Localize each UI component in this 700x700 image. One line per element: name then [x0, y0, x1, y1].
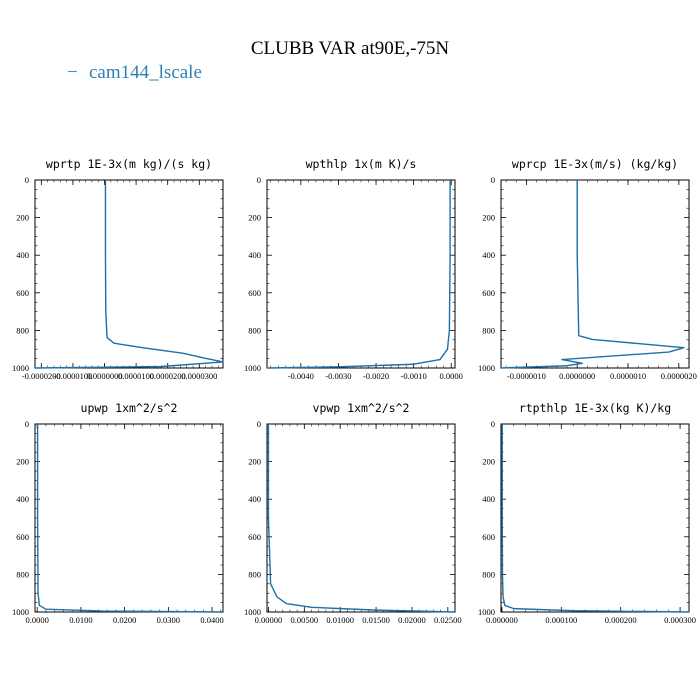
y-tick-label-wprcp: 800	[482, 325, 495, 335]
panel-title-wprtp: wprtp 1E-3x(m kg)/(s kg)	[46, 157, 212, 171]
x-tick-label-wprtp: -0.0000200	[22, 371, 61, 381]
y-tick-label-upwp: 400	[16, 494, 29, 504]
y-tick-label-upwp: 600	[16, 532, 29, 542]
plot-frame-vpwp	[266, 423, 456, 613]
legend-marker: −	[67, 62, 78, 83]
series-line-vpwp	[267, 424, 456, 613]
x-tick-label-vpwp: 0.02000	[398, 615, 426, 625]
y-tick-label-rtpthlp: 800	[482, 569, 495, 579]
y-tick-label-wprtp: 600	[16, 288, 29, 298]
y-tick-label-upwp: 1000	[12, 607, 29, 617]
y-tick-label-rtpthlp: 600	[482, 532, 495, 542]
y-tick-label-rtpthlp: 400	[482, 494, 495, 504]
x-tick-label-wprcp: 0.0000000	[559, 371, 595, 381]
x-tick-label-wpthlp: -0.0030	[325, 371, 351, 381]
x-tick-label-upwp: 0.0100	[69, 615, 92, 625]
y-tick-label-wprcp: 1000	[478, 363, 495, 373]
y-tick-label-wprtp: 200	[16, 213, 29, 223]
x-tick-label-wprtp: 0.0000300	[181, 371, 217, 381]
y-tick-label-rtpthlp: 1000	[478, 607, 495, 617]
panel-title-wpthlp: wpthlp 1x(m K)/s	[306, 157, 417, 171]
x-tick-label-upwp: 0.0200	[113, 615, 136, 625]
x-tick-label-wprtp: -0.0000100	[53, 371, 92, 381]
y-tick-label-wprtp: 400	[16, 250, 29, 260]
x-tick-label-wpthlp: -0.0010	[401, 371, 427, 381]
x-tick-label-wpthlp: 0.0000	[440, 371, 463, 381]
x-tick-label-wprtp: 0.0000000	[86, 371, 122, 381]
plot-frame-wpthlp	[266, 179, 456, 369]
y-tick-label-upwp: 800	[16, 569, 29, 579]
series-line-wpthlp	[266, 180, 451, 369]
panel-title-upwp: upwp 1xm^2/s^2	[81, 401, 178, 415]
series-line-rtpthlp	[501, 424, 690, 613]
y-tick-label-rtpthlp: 200	[482, 457, 495, 467]
x-tick-label-rtpthlp: 0.000100	[545, 615, 577, 625]
x-tick-label-vpwp: 0.01500	[362, 615, 390, 625]
y-tick-label-wpthlp: 1000	[244, 363, 261, 373]
y-tick-label-wpthlp: 200	[248, 213, 261, 223]
y-tick-label-upwp: 200	[16, 457, 29, 467]
y-tick-label-wpthlp: 400	[248, 250, 261, 260]
panel-wprcp: wprcp 1E-3x(m/s) (kg/kg) 0 200 400 600 800 100…	[478, 157, 697, 381]
x-tick-label-vpwp: 0.02500	[434, 615, 462, 625]
x-tick-label-wpthlp: -0.0020	[363, 371, 389, 381]
x-tick-label-vpwp: 0.00500	[291, 615, 319, 625]
y-tick-label-wpthlp: 800	[248, 325, 261, 335]
x-tick-label-wprcp: 0.0000010	[610, 371, 646, 381]
x-tick-label-vpwp: 0.01000	[326, 615, 354, 625]
y-tick-label-wprcp: 400	[482, 250, 495, 260]
series-line-upwp	[36, 424, 221, 613]
y-tick-label-wprtp: 800	[16, 325, 29, 335]
y-tick-label-upwp: 0	[25, 419, 29, 429]
y-tick-label-wprtp: 1000	[12, 363, 29, 373]
x-tick-label-wprcp: -0.0000010	[507, 371, 546, 381]
y-tick-label-rtpthlp: 0	[491, 419, 495, 429]
x-tick-label-rtpthlp: 0.000200	[605, 615, 637, 625]
y-tick-label-wpthlp: 600	[248, 288, 261, 298]
y-tick-label-wprcp: 200	[482, 213, 495, 223]
x-tick-label-rtpthlp: 0.000000	[486, 615, 518, 625]
y-tick-label-vpwp: 1000	[244, 607, 261, 617]
panels: wprtp 1E-3x(m kg)/(s kg) 0 200 400 600 800 100…	[12, 157, 697, 625]
y-tick-label-vpwp: 600	[248, 532, 261, 542]
x-tick-label-wprcp: 0.0000020	[661, 371, 697, 381]
y-tick-label-vpwp: 400	[248, 494, 261, 504]
x-tick-label-upwp: 0.0400	[200, 615, 223, 625]
panel-title-wprcp: wprcp 1E-3x(m/s) (kg/kg)	[512, 157, 678, 171]
x-tick-label-vpwp: 0.00000	[255, 615, 283, 625]
y-tick-label-vpwp: 0	[257, 419, 261, 429]
y-tick-label-wpthlp: 0	[257, 175, 261, 185]
plot-frame-wprtp	[34, 179, 224, 369]
x-tick-label-rtpthlp: 0.000300	[664, 615, 696, 625]
y-tick-label-wprtp: 0	[25, 175, 29, 185]
plot-frame-rtpthlp	[500, 423, 690, 613]
x-tick-label-wprtp: 0.0000200	[150, 371, 186, 381]
y-tick-label-wprcp: 0	[491, 175, 495, 185]
y-tick-label-wprcp: 600	[482, 288, 495, 298]
y-tick-label-vpwp: 800	[248, 569, 261, 579]
legend-label: cam144_lscale	[89, 62, 202, 83]
plot-frame-upwp	[34, 423, 224, 613]
x-tick-label-upwp: 0.0300	[157, 615, 180, 625]
x-tick-label-upwp: 0.0000	[25, 615, 48, 625]
x-tick-label-wpthlp: -0.0040	[288, 371, 314, 381]
panel-wpthlp: wpthlp 1x(m K)/s 0 200 400 600 800 1000 -0.0040…	[244, 157, 463, 381]
panel-title-vpwp: vpwp 1xm^2/s^2	[313, 401, 410, 415]
series-line-wprcp	[500, 180, 685, 369]
panel-wprtp: wprtp 1E-3x(m kg)/(s kg) 0 200 400 600 800 100…	[12, 157, 224, 381]
x-tick-label-wprtp: 0.0000100	[118, 371, 154, 381]
panel-title-rtpthlp: rtpthlp 1E-3x(kg K)/kg	[519, 401, 671, 415]
legend: − cam144_lscale	[67, 62, 202, 83]
panel-rtpthlp: rtpthlp 1E-3x(kg K)/kg020040060080010000…	[478, 401, 696, 625]
figure-title: CLUBB VAR at90E,-75N	[251, 38, 450, 59]
series-line-wprtp	[34, 180, 224, 369]
y-tick-label-vpwp: 200	[248, 457, 261, 467]
